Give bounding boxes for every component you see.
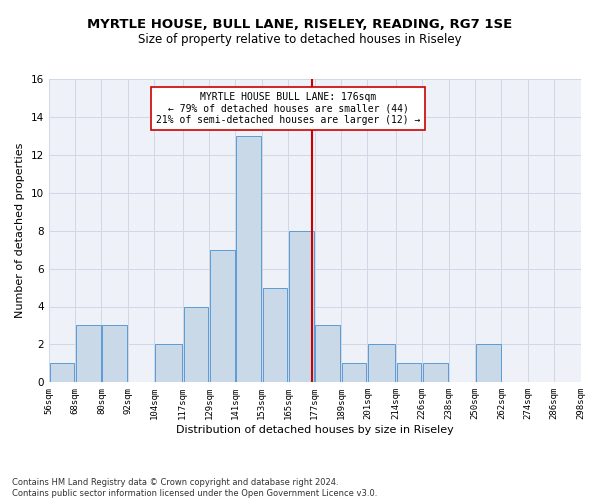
Bar <box>476 344 500 383</box>
Bar <box>423 364 448 382</box>
Bar <box>342 364 367 382</box>
Text: Size of property relative to detached houses in Riseley: Size of property relative to detached ho… <box>138 32 462 46</box>
Bar <box>76 326 101 382</box>
X-axis label: Distribution of detached houses by size in Riseley: Distribution of detached houses by size … <box>176 425 454 435</box>
Text: MYRTLE HOUSE, BULL LANE, RISELEY, READING, RG7 1SE: MYRTLE HOUSE, BULL LANE, RISELEY, READIN… <box>88 18 512 30</box>
Bar <box>50 364 74 382</box>
Bar <box>368 344 395 383</box>
Text: MYRTLE HOUSE BULL LANE: 176sqm
← 79% of detached houses are smaller (44)
21% of : MYRTLE HOUSE BULL LANE: 176sqm ← 79% of … <box>156 92 421 126</box>
Y-axis label: Number of detached properties: Number of detached properties <box>15 143 25 318</box>
Text: Contains HM Land Registry data © Crown copyright and database right 2024.
Contai: Contains HM Land Registry data © Crown c… <box>12 478 377 498</box>
Bar <box>236 136 261 382</box>
Bar <box>289 230 314 382</box>
Bar <box>316 326 340 382</box>
Bar <box>102 326 127 382</box>
Bar <box>184 306 208 382</box>
Bar <box>397 364 421 382</box>
Bar <box>210 250 235 382</box>
Bar <box>263 288 287 382</box>
Bar <box>155 344 182 383</box>
